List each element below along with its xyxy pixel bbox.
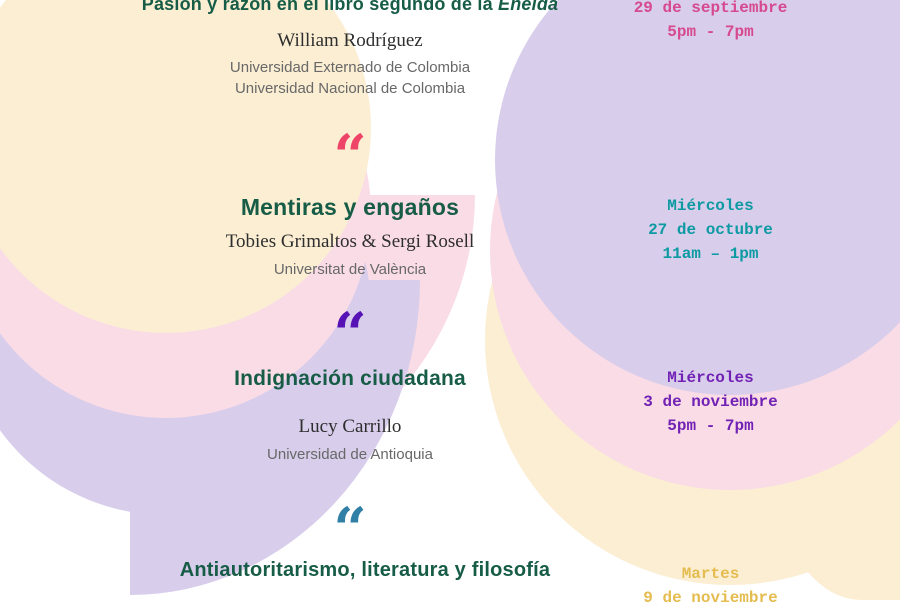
session-4-day: Martes — [681, 565, 740, 583]
session-2-date: 27 de octubre — [648, 221, 773, 239]
session-3-day: Miércoles — [667, 369, 754, 387]
session-1-affiliation: Universidad Nacional de Colombia — [234, 80, 466, 97]
session-2-affiliation: Universitat de València — [273, 261, 427, 278]
session-1-title-text: Pasión y razón en el libro segundo de la — [141, 0, 493, 14]
quotation-mark-icon: “ — [333, 122, 367, 190]
session-1-time: 5pm - 7pm — [667, 23, 754, 41]
session-1-title-italic: Eneida — [498, 0, 559, 14]
session-3-schedule: Miércoles 3 de noviembre 5pm - 7pm — [593, 366, 828, 438]
session-1-speaker: William Rodríguez — [277, 30, 423, 51]
quotation-mark-icon: “ — [333, 300, 367, 368]
session-1-date: 29 de septiembre — [633, 0, 788, 17]
session-3-affiliation: Universidad de Antioquia — [267, 446, 433, 463]
quotation-mark-icon: “ — [333, 495, 367, 563]
session-2-schedule: Miércoles 27 de octubre 11am – 1pm — [593, 194, 828, 266]
session-4-title: Antiautoritarismo, literatura y filosofí… — [179, 559, 551, 581]
session-4-schedule: Martes 9 de noviembre — [593, 562, 828, 610]
session-1-affiliation: Universidad Externado de Colombia — [229, 59, 471, 76]
session-2-title: Mentiras y engaños — [240, 194, 460, 220]
session-2-day: Miércoles — [667, 197, 754, 215]
session-3-title: Indignación ciudadana — [234, 367, 466, 390]
session-3-speaker: Lucy Carrillo — [298, 416, 402, 437]
session-2-time: 11am – 1pm — [662, 245, 759, 263]
session-1-schedule: 29 de septiembre 5pm - 7pm — [593, 0, 828, 44]
session-3-date: 3 de noviembre — [643, 393, 778, 411]
session-1-title: Pasión y razón en el libro segundo de la… — [60, 0, 640, 15]
session-3-time: 5pm - 7pm — [667, 417, 754, 435]
session-2-speaker: Tobies Grimaltos & Sergi Rosell — [225, 231, 475, 252]
session-4-date: 9 de noviembre — [643, 589, 778, 607]
